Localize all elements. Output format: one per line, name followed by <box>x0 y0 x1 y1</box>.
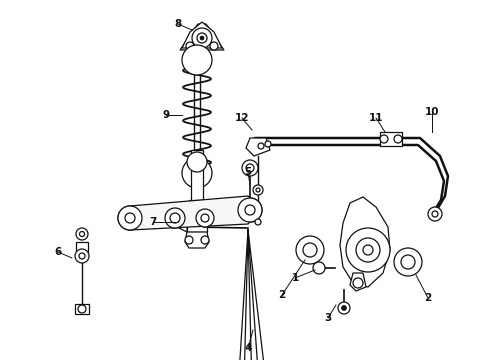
Circle shape <box>170 213 180 223</box>
Text: 1: 1 <box>292 273 298 283</box>
Circle shape <box>201 214 209 222</box>
Polygon shape <box>340 197 390 287</box>
Polygon shape <box>380 132 402 146</box>
Circle shape <box>242 160 258 176</box>
Polygon shape <box>185 232 209 248</box>
Circle shape <box>192 28 212 48</box>
Text: 4: 4 <box>245 343 252 353</box>
Circle shape <box>338 302 350 314</box>
Text: 3: 3 <box>324 313 332 323</box>
Circle shape <box>245 205 255 215</box>
Polygon shape <box>182 22 222 48</box>
Polygon shape <box>179 214 187 232</box>
Polygon shape <box>180 24 224 50</box>
Text: 10: 10 <box>425 107 439 117</box>
Circle shape <box>303 243 317 257</box>
Circle shape <box>380 135 388 143</box>
Bar <box>191 150 203 205</box>
Bar <box>187 210 207 232</box>
Text: 9: 9 <box>163 110 170 120</box>
Circle shape <box>201 236 209 244</box>
Circle shape <box>356 238 380 262</box>
Circle shape <box>401 255 415 269</box>
Circle shape <box>313 262 325 274</box>
Circle shape <box>186 42 194 50</box>
Text: 7: 7 <box>149 217 157 227</box>
Circle shape <box>200 36 204 40</box>
Circle shape <box>197 33 207 43</box>
Bar <box>76 242 88 252</box>
Circle shape <box>265 141 271 147</box>
Circle shape <box>394 135 402 143</box>
Circle shape <box>258 143 264 149</box>
Circle shape <box>394 248 422 276</box>
Text: 2: 2 <box>278 290 286 300</box>
Circle shape <box>125 213 135 223</box>
Circle shape <box>210 42 218 50</box>
Circle shape <box>79 253 85 259</box>
Bar <box>189 200 205 210</box>
Polygon shape <box>246 138 270 156</box>
Circle shape <box>346 228 390 272</box>
Circle shape <box>256 188 260 192</box>
Circle shape <box>187 152 207 172</box>
Circle shape <box>238 198 262 222</box>
Circle shape <box>182 45 212 75</box>
Circle shape <box>363 245 373 255</box>
Circle shape <box>342 306 346 310</box>
Text: 2: 2 <box>424 293 432 303</box>
Circle shape <box>76 228 88 240</box>
Circle shape <box>170 213 180 223</box>
Circle shape <box>432 211 438 217</box>
Circle shape <box>78 305 86 313</box>
Circle shape <box>246 164 254 172</box>
Circle shape <box>75 249 89 263</box>
Bar <box>75 304 89 314</box>
Circle shape <box>165 208 185 228</box>
Circle shape <box>201 214 209 222</box>
Text: 6: 6 <box>54 247 62 257</box>
Circle shape <box>165 208 185 228</box>
Circle shape <box>118 206 142 230</box>
Circle shape <box>255 219 261 225</box>
Text: 5: 5 <box>245 167 252 177</box>
Circle shape <box>118 206 142 230</box>
Circle shape <box>125 213 135 223</box>
Circle shape <box>428 207 442 221</box>
Circle shape <box>238 198 262 222</box>
Circle shape <box>182 158 212 188</box>
Text: 12: 12 <box>235 113 249 123</box>
Circle shape <box>245 205 255 215</box>
Circle shape <box>196 209 214 227</box>
Polygon shape <box>122 196 262 230</box>
Text: 11: 11 <box>369 113 383 123</box>
Circle shape <box>196 209 214 227</box>
Circle shape <box>253 185 263 195</box>
Circle shape <box>79 231 84 237</box>
Circle shape <box>353 278 363 288</box>
Circle shape <box>296 236 324 264</box>
Text: 8: 8 <box>174 19 182 29</box>
Circle shape <box>180 217 186 223</box>
Circle shape <box>185 236 193 244</box>
Polygon shape <box>350 273 366 291</box>
